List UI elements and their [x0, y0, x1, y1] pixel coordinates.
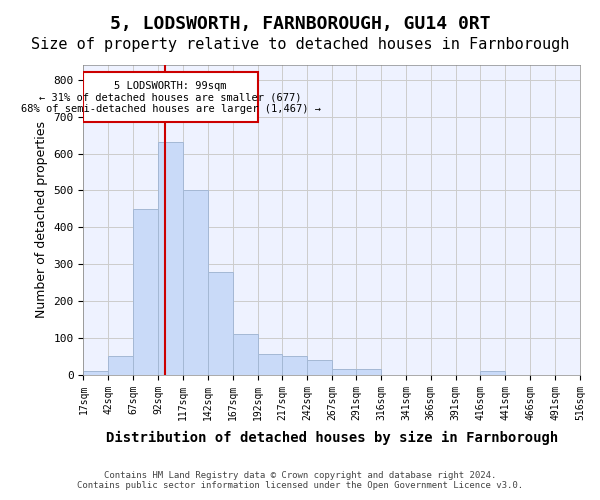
Bar — [183, 190, 208, 375]
Bar — [233, 334, 257, 375]
Bar — [356, 369, 381, 375]
Bar — [83, 371, 109, 375]
Bar — [208, 272, 233, 375]
Text: 5 LODSWORTH: 99sqm
← 31% of detached houses are smaller (677)
68% of semi-detach: 5 LODSWORTH: 99sqm ← 31% of detached hou… — [20, 80, 320, 114]
Bar — [158, 142, 183, 375]
Text: 5, LODSWORTH, FARNBOROUGH, GU14 0RT: 5, LODSWORTH, FARNBOROUGH, GU14 0RT — [110, 15, 490, 33]
Bar — [257, 354, 283, 375]
Bar — [133, 209, 158, 375]
Bar — [109, 356, 133, 375]
Y-axis label: Number of detached properties: Number of detached properties — [35, 122, 48, 318]
Text: Size of property relative to detached houses in Farnborough: Size of property relative to detached ho… — [31, 38, 569, 52]
Bar — [481, 371, 505, 375]
Bar — [307, 360, 332, 375]
Bar — [332, 369, 356, 375]
X-axis label: Distribution of detached houses by size in Farnborough: Distribution of detached houses by size … — [106, 431, 558, 445]
FancyBboxPatch shape — [83, 72, 257, 122]
Text: Contains HM Land Registry data © Crown copyright and database right 2024.
Contai: Contains HM Land Registry data © Crown c… — [77, 470, 523, 490]
Bar — [283, 356, 307, 375]
